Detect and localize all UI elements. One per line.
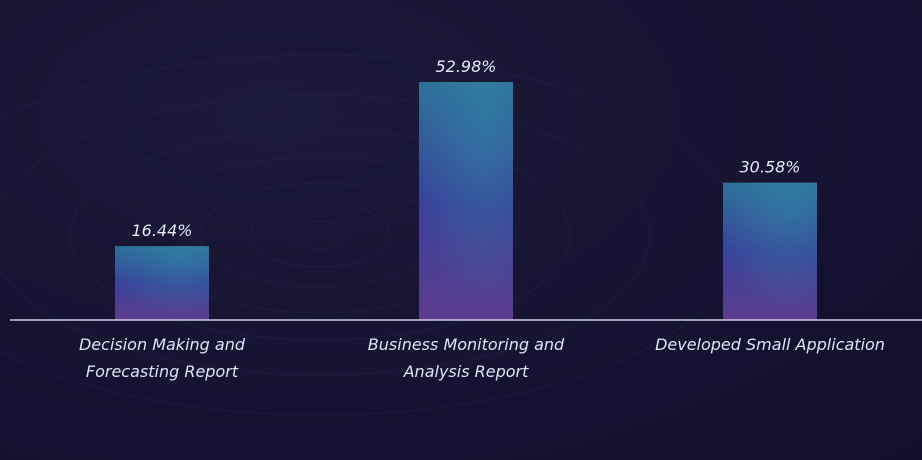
value-labels-group: 16.44% 52.98% 30.58% [131, 57, 800, 240]
category-label: Developed Small Application [655, 335, 885, 354]
bar-glow [115, 246, 209, 320]
bar-glow [723, 182, 817, 320]
bar-value-label: 16.44% [131, 221, 192, 240]
category-label: Forecasting Report [86, 362, 239, 381]
bars-group [115, 82, 817, 320]
bar-value-label: 52.98% [435, 57, 496, 76]
bar-value-label: 30.58% [739, 158, 800, 177]
category-label: Analysis Report [403, 362, 529, 381]
category-labels-group: Decision Making and Forecasting Report Bus… [79, 335, 885, 381]
bar-glow [419, 82, 513, 320]
category-label: Decision Making and [79, 335, 246, 354]
category-label: Business Monitoring and [368, 335, 565, 354]
